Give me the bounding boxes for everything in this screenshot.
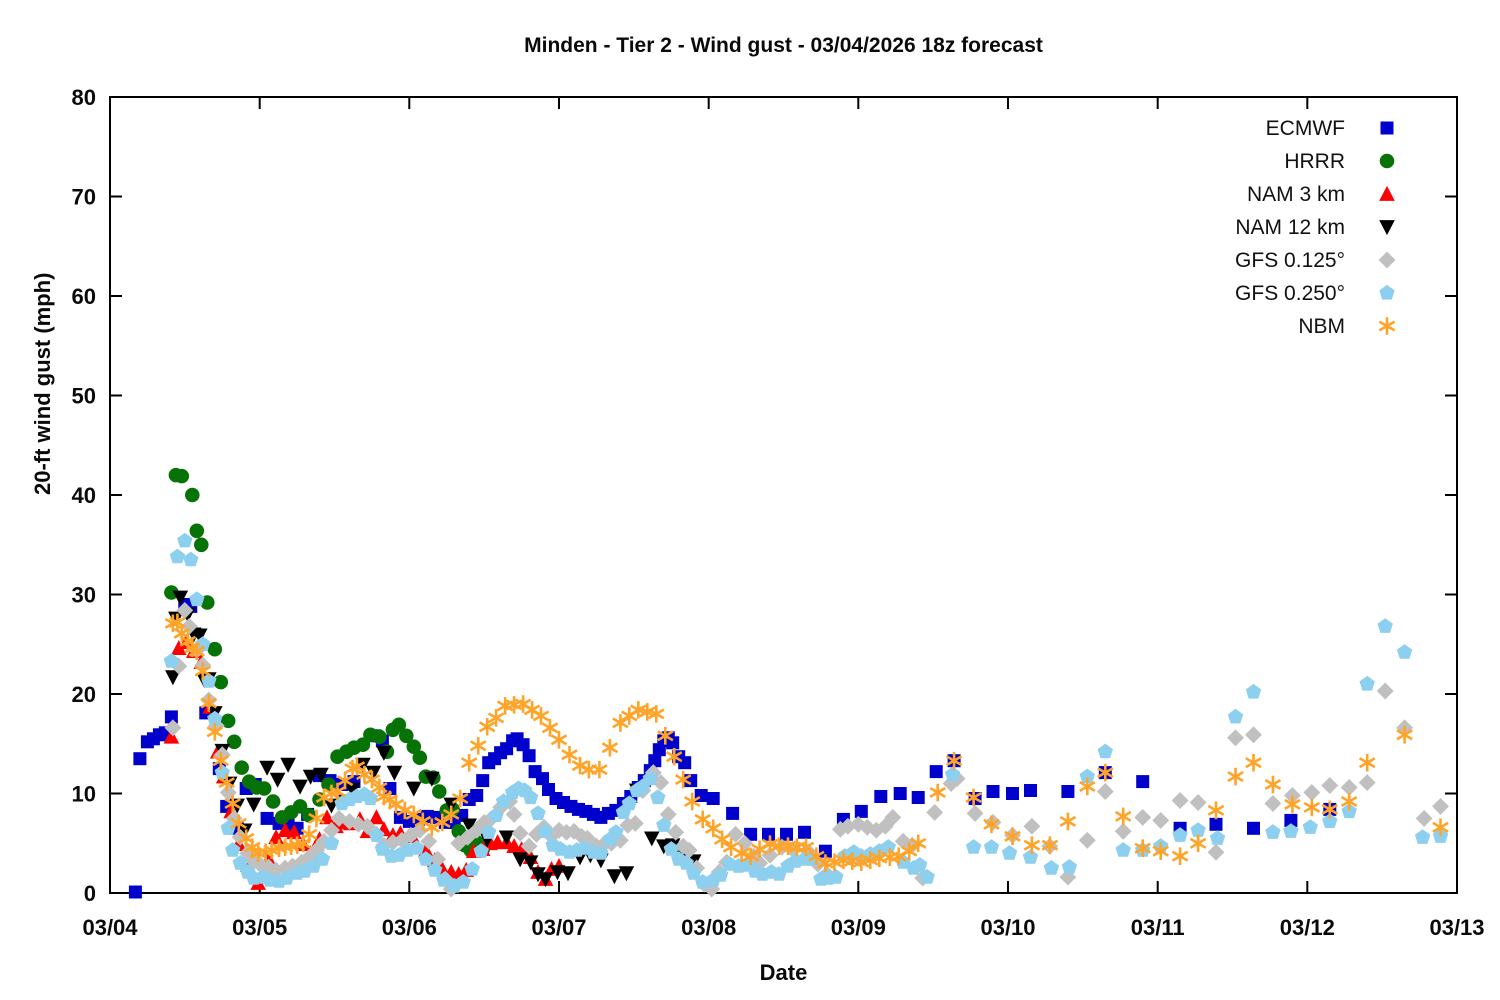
x-tick-label: 03/13	[1429, 915, 1484, 940]
legend-label: NBM	[1298, 315, 1345, 338]
y-tick-label: 80	[72, 85, 96, 110]
legend-item-gfs-0-250: GFS 0.250°	[1235, 282, 1395, 305]
legend-label: GFS 0.250°	[1235, 282, 1345, 305]
legend-item-ecmwf: ECMWF	[1266, 117, 1394, 140]
x-axis-ticks: 03/04 03/05 03/06 03/07 03/08 03/09 03/10 03/11…	[82, 97, 1485, 940]
x-axis-title: Date	[759, 960, 808, 985]
legend-item-nbm: NBM	[1298, 315, 1396, 338]
chart-title: Minden - Tier 2 - Wind gust - 03/04/2026…	[524, 34, 1043, 57]
legend-item-nam-3-km: NAM 3 km	[1247, 183, 1395, 206]
x-tick-label: 03/07	[531, 915, 586, 940]
x-tick-label: 03/11	[1131, 915, 1185, 940]
legend-item-nam-12-km: NAM 12 km	[1235, 216, 1395, 239]
x-tick-label: 03/08	[681, 915, 736, 940]
legend-label: NAM 3 km	[1247, 183, 1345, 206]
y-tick-label: 40	[72, 483, 96, 508]
series-gfs-0-250	[163, 532, 1449, 893]
y-tick-label: 60	[72, 284, 96, 309]
y-tick-label: 30	[72, 583, 96, 608]
x-tick-label: 03/12	[1280, 915, 1335, 940]
y-axis-ticks: 0 10 20 30 40 50 60 70 80	[72, 85, 1457, 906]
x-tick-label: 03/05	[232, 915, 287, 940]
legend-item-hrrr: HRRR	[1284, 150, 1395, 173]
y-tick-label: 50	[72, 384, 96, 409]
y-tick-label: 20	[72, 682, 96, 707]
legend-item-gfs-0-125: GFS 0.125°	[1235, 249, 1396, 272]
x-tick-label: 03/04	[82, 915, 138, 940]
x-tick-label: 03/10	[980, 915, 1035, 940]
legend-label: NAM 12 km	[1235, 216, 1345, 239]
legend-label: GFS 0.125°	[1235, 249, 1345, 272]
legend-label: HRRR	[1284, 150, 1345, 173]
legend: ECMWF HRRR NAM 3 km NAM 12 km GFS 0.125° GFS …	[1235, 117, 1396, 338]
x-tick-label: 03/06	[382, 915, 437, 940]
y-tick-label: 0	[84, 881, 96, 906]
x-tick-label: 03/09	[831, 915, 886, 940]
series-nbm	[164, 613, 1449, 872]
y-tick-label: 10	[72, 782, 96, 807]
legend-label: ECMWF	[1266, 117, 1345, 140]
y-tick-label: 70	[72, 185, 96, 210]
